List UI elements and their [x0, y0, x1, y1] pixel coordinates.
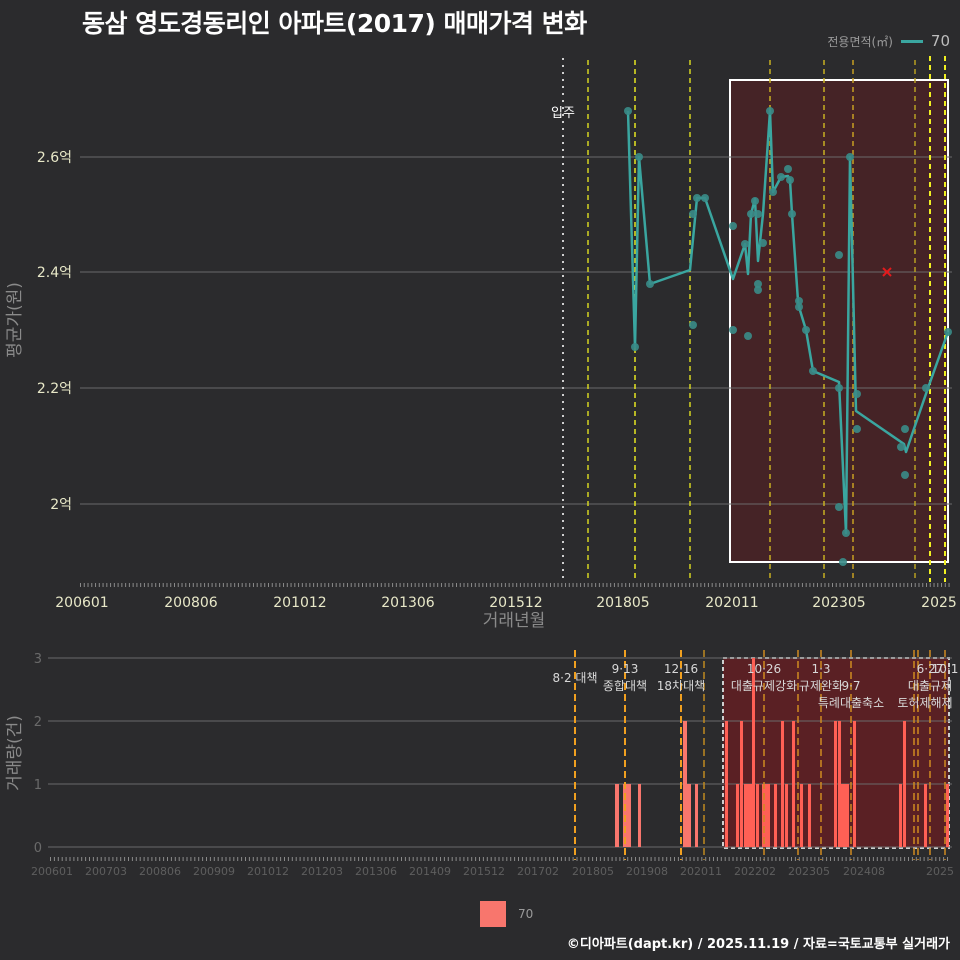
svg-text:규제완화: 규제완화: [799, 679, 843, 693]
svg-text:대출규제강화: 대출규제강화: [731, 679, 797, 693]
svg-text:201805: 201805: [596, 595, 649, 611]
svg-text:202011: 202011: [705, 595, 758, 611]
volume-x-labels: 200601 200703 200806 200909 201012 20120…: [31, 865, 954, 878]
svg-text:200601: 200601: [31, 865, 73, 878]
svg-text:201012: 201012: [247, 865, 289, 878]
svg-text:2025: 2025: [921, 595, 957, 611]
svg-text:201012: 201012: [273, 595, 326, 611]
move-in-label: 입주: [551, 106, 575, 121]
y-gridlines: [80, 156, 952, 505]
legend-title: 전용면적(㎡): [827, 34, 893, 49]
legend-bottom-label: 70: [518, 907, 534, 921]
svg-text:201203: 201203: [301, 865, 343, 878]
legend-top: 전용면적(㎡) 70: [827, 32, 950, 50]
svg-text:1: 1: [34, 778, 42, 793]
price-points: [624, 107, 952, 566]
svg-text:202408: 202408: [843, 865, 885, 878]
svg-text:200703: 200703: [85, 865, 127, 878]
volume-bars: [615, 658, 949, 847]
svg-text:202305: 202305: [812, 595, 865, 611]
svg-text:10·26: 10·26: [747, 662, 781, 676]
svg-text:18차대책: 18차대책: [657, 678, 705, 693]
svg-text:201306: 201306: [381, 595, 435, 611]
svg-text:종합대책: 종합대책: [603, 678, 647, 693]
svg-text:201306: 201306: [355, 865, 397, 878]
svg-text:12·16: 12·16: [664, 662, 698, 676]
svg-text:2: 2: [34, 715, 42, 730]
svg-text:대출규제: 대출규제: [908, 679, 952, 693]
svg-text:2억: 2억: [50, 497, 72, 513]
svg-text:2.2억: 2.2억: [37, 381, 72, 397]
svg-text:200601: 200601: [55, 595, 108, 611]
legend-bottom: 70: [480, 901, 533, 927]
volume-y-axis-title: 거래량(건): [5, 715, 25, 791]
y-axis-title: 평균가(원): [5, 282, 25, 358]
volume-y-labels: 3 2 1 0: [34, 652, 42, 856]
legend-line-swatch-icon: [900, 39, 923, 43]
policy-labels: 8·2 대책 9·13 종합대책 12·16 18차대책 10·26 대출규제강…: [553, 662, 959, 710]
svg-text:202202: 202202: [734, 865, 776, 878]
legend-series-label: 70: [930, 32, 950, 50]
svg-text:201908: 201908: [626, 865, 668, 878]
svg-text:201512: 201512: [463, 865, 505, 878]
policy-lines: [587, 56, 946, 582]
svg-text:9·13: 9·13: [612, 662, 639, 676]
svg-text:200806: 200806: [139, 865, 181, 878]
svg-text:200909: 200909: [193, 865, 235, 878]
volume-chart: 3 2 1 0 거래량(건) 8·: [5, 650, 959, 878]
svg-text:202305: 202305: [788, 865, 830, 878]
volume-policy-lines: [574, 650, 946, 860]
svg-text:2.6억: 2.6억: [37, 150, 72, 166]
current-marker-icon: [882, 267, 892, 277]
svg-text:8·2 대책: 8·2 대책: [553, 670, 598, 685]
svg-text:201805: 201805: [572, 865, 614, 878]
svg-text:6·27: 6·27: [917, 662, 944, 676]
svg-text:토허제해제: 토허제해제: [897, 696, 952, 710]
y-axis-labels: 2.6억 2.4억 2.2억 2억: [37, 150, 72, 513]
x-axis-title: 거래년월: [483, 611, 546, 631]
svg-text:2025: 2025: [926, 865, 954, 878]
svg-text:202011: 202011: [680, 865, 722, 878]
svg-text:1·3: 1·3: [811, 662, 830, 676]
svg-text:201702: 201702: [517, 865, 559, 878]
svg-text:200806: 200806: [164, 595, 218, 611]
svg-text:3: 3: [34, 652, 42, 667]
x-axis-labels: 200601 200806 201012 201306 201512 20180…: [55, 595, 957, 611]
svg-text:0: 0: [34, 841, 42, 856]
source-footer: ©디아파트(dapt.kr) / 2025.11.19 / 자료=국토교통부 실…: [566, 937, 950, 952]
svg-text:9·7: 9·7: [841, 679, 860, 693]
svg-text:10·1: 10·1: [932, 662, 959, 676]
svg-text:201512: 201512: [489, 595, 542, 611]
svg-text:201409: 201409: [409, 865, 451, 878]
svg-text:2.4억: 2.4억: [37, 265, 72, 281]
price-chart: 2.6억 2.4억 2.2억 2억 평균가(원) 입주: [5, 56, 957, 631]
legend-bar-swatch-icon: [480, 901, 506, 927]
chart-title: 동삼 영도경동리인 아파트(2017) 매매가격 변화: [82, 9, 587, 38]
svg-text:특례대출축소: 특례대출축소: [818, 696, 884, 710]
